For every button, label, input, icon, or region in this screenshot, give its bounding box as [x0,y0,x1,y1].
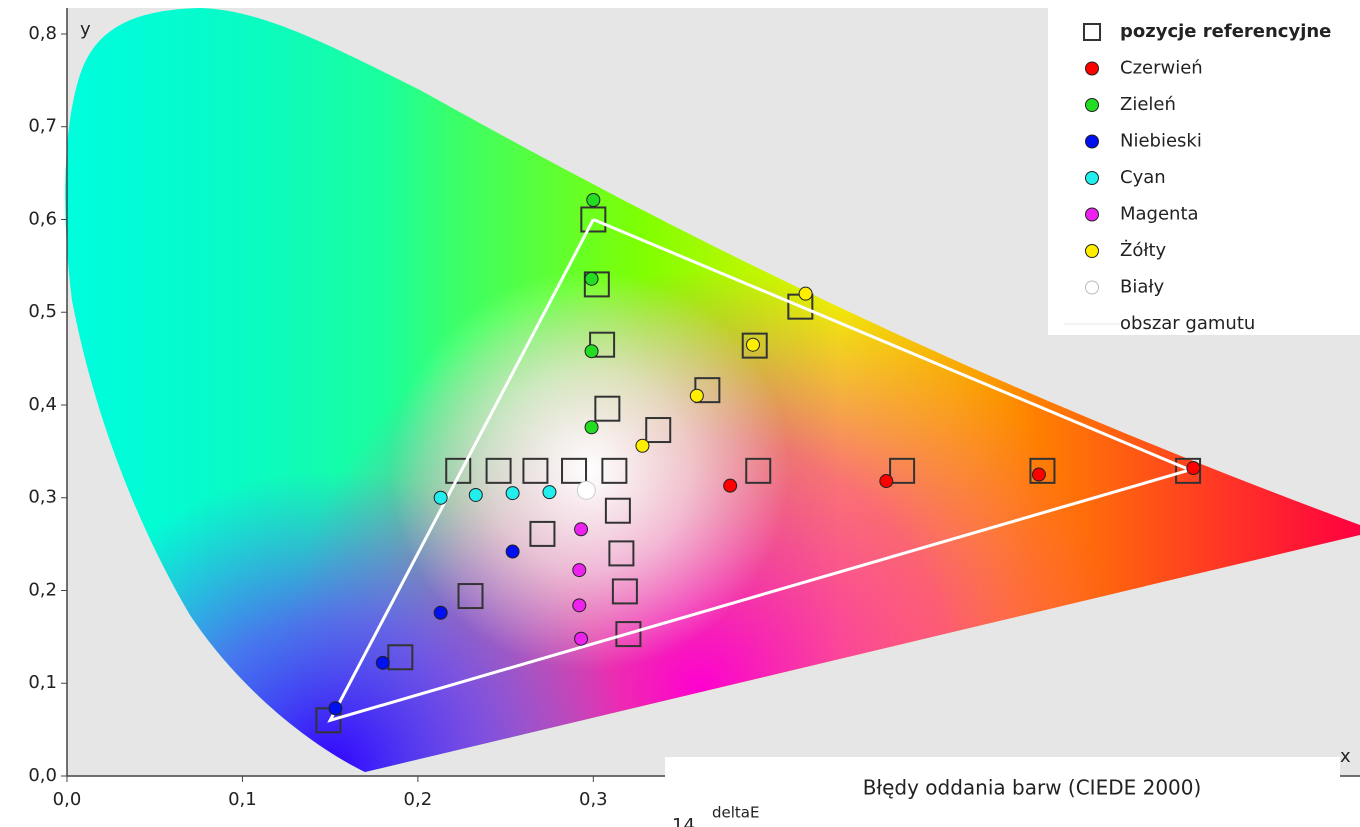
y-tick-label: 0,2 [28,579,57,600]
reference-square [601,457,628,484]
reference-square [529,520,556,547]
legend-marker [1085,171,1099,185]
legend-marker [1085,61,1099,76]
x-tick-label: 0,1 [228,789,257,810]
reference-square [485,457,512,484]
y-tick-label: 0,7 [28,116,57,137]
legend-label: obszar gamutu [1120,313,1255,334]
x-tick-label: 0,0 [53,789,82,810]
x-tick-label: 0,2 [404,789,433,810]
reference-square [604,497,631,524]
point [879,474,894,489]
point [505,486,520,501]
y-tick-label: 0,4 [28,394,57,415]
y-tick-label: 0,8 [28,23,57,44]
point [574,522,589,537]
point [584,420,599,435]
legend [1048,8,1360,335]
point [433,490,448,505]
point [375,655,390,670]
point [572,598,587,613]
legend-marker [1085,280,1099,295]
point [505,544,520,559]
y-tick-label: 0,1 [28,672,57,693]
point [1186,461,1201,476]
x-axis-label: x [1340,746,1351,767]
reference-square [594,395,621,422]
legend-marker [1085,134,1099,149]
legend-marker [1085,207,1099,222]
legend-label: Czerwień [1120,58,1203,79]
reference-square [522,457,549,484]
point [584,271,599,286]
reference-square [580,206,607,233]
reference-square [645,417,672,444]
reference-square [445,457,472,484]
point [433,605,448,620]
legend-label: pozycje referencyjne [1120,21,1331,42]
reference-square [615,621,642,648]
point [586,193,601,207]
x-tick-label: 0,3 [579,789,608,810]
point [1031,467,1046,482]
gamut-line [327,218,1195,723]
reference-square [583,271,610,298]
legend-label: Żółty [1120,240,1167,261]
point [745,337,760,352]
reference-square [889,457,916,484]
legend-label: Cyan [1120,167,1166,188]
inset-tick: 14 [672,815,695,827]
point [572,563,587,578]
reference-square [315,707,342,734]
y-tick-label: 0,5 [28,301,57,322]
reference-square [741,332,768,359]
reference-square [1175,457,1202,484]
y-tick-label: 0,3 [28,487,57,508]
point [468,487,483,502]
point [584,344,599,359]
reference-square [387,644,414,671]
y-tick-label: 0,6 [28,208,57,229]
reference-square [745,457,772,484]
point [328,701,343,716]
inset-y-label: deltaE [712,804,759,822]
reference-square [608,540,635,567]
y-tick-label: 0,0 [28,765,57,786]
point [574,631,589,646]
reference-square [457,583,484,610]
legend-marker [1085,244,1099,258]
legend-label: Magenta [1120,204,1199,225]
inset-title: Błędy oddania barw (CIEDE 2000) [863,776,1202,800]
inset-chart [665,757,1340,827]
point [798,286,813,301]
point [723,478,738,493]
reference-square [611,578,638,605]
point [689,388,704,403]
legend-label: Zieleń [1120,94,1176,115]
point [635,438,650,453]
y-axis-label: y [80,19,91,40]
point [576,480,596,500]
legend-marker [1083,23,1101,41]
legend-marker [1085,98,1099,112]
reference-square [561,457,588,484]
reference-square [1029,457,1056,484]
legend-label: Niebieski [1120,131,1202,152]
legend-label: Biały [1120,277,1164,298]
point [542,485,557,500]
